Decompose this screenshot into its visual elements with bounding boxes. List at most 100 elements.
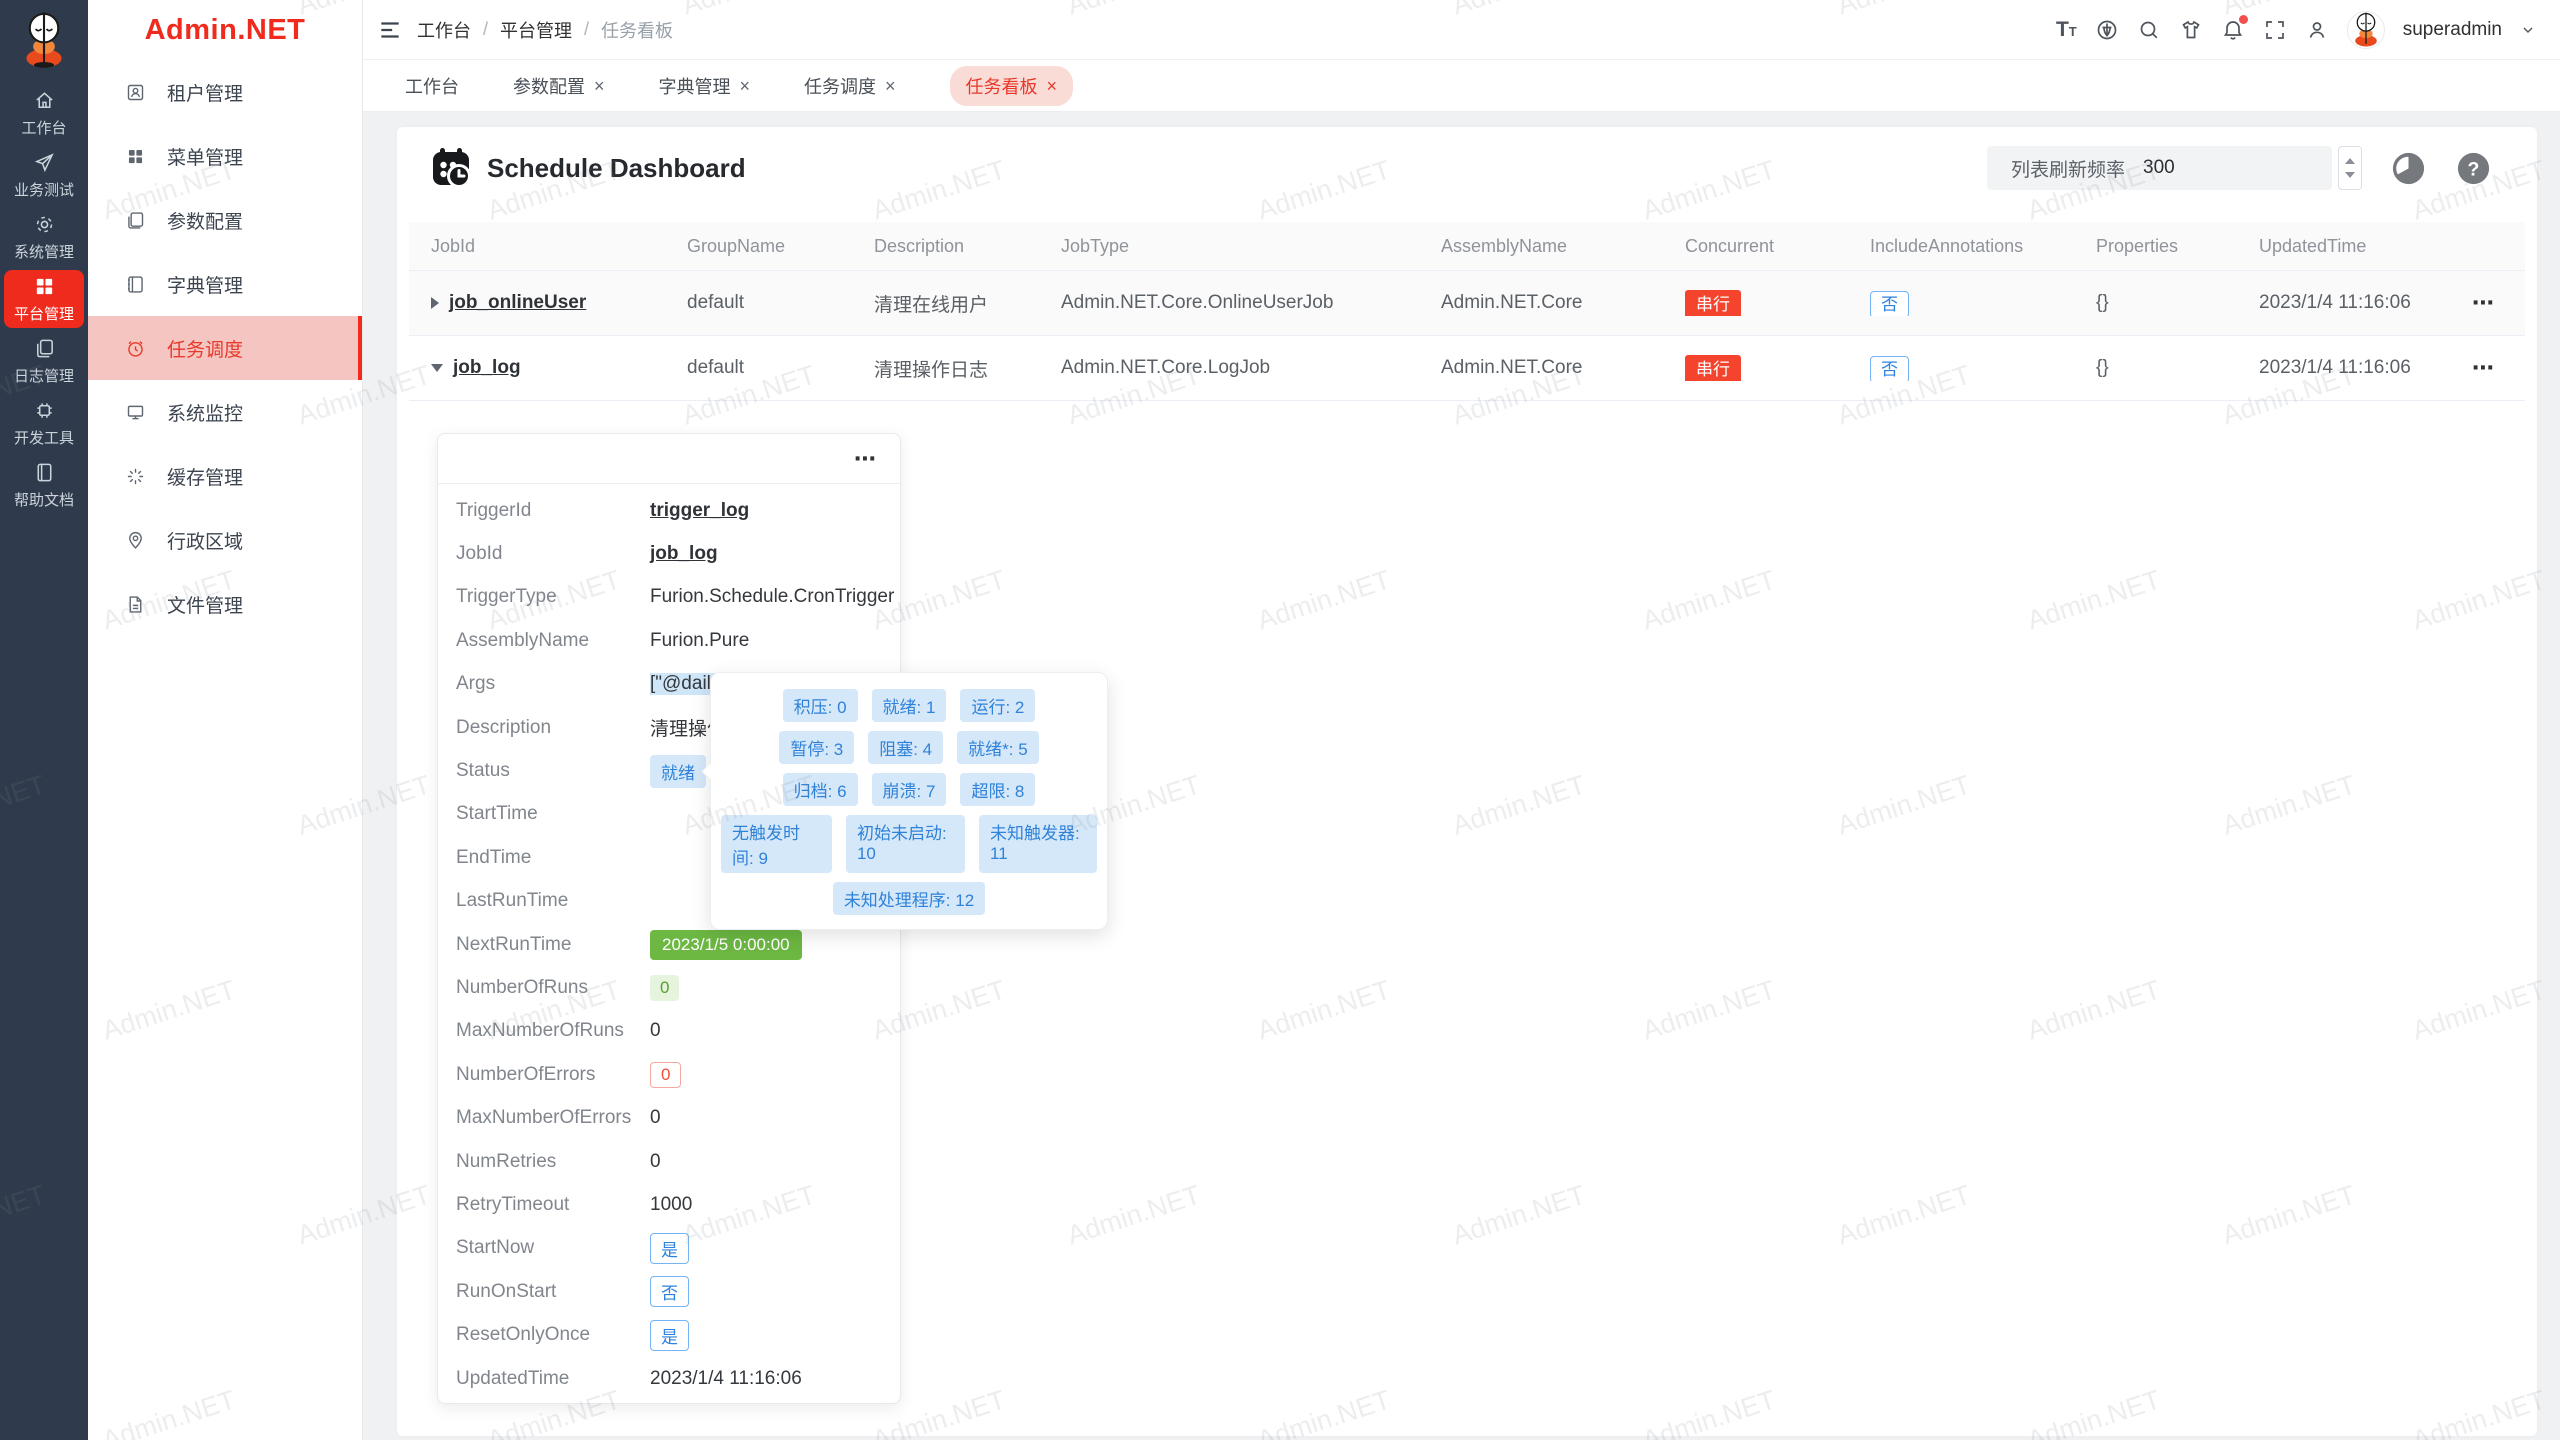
rail-item-label: 工作台 (21, 119, 67, 137)
row-actions-button[interactable]: ⋯ (2472, 290, 2496, 315)
fullscreen-icon[interactable] (2263, 18, 2287, 42)
status-legend-badge: 归档: 6 (782, 773, 858, 806)
tab-schedule-dashboard[interactable]: 任务看板 × (949, 65, 1074, 106)
file-icon (129, 595, 142, 613)
step-down-icon[interactable] (2345, 172, 2355, 178)
status-legend-badge: 积压: 0 (782, 689, 858, 722)
detail-value: 0 (650, 1107, 661, 1129)
app-logo-mascot[interactable] (18, 8, 70, 70)
rail-item-business-test[interactable]: 业务测试 (0, 144, 88, 206)
rail-item-platform-mgmt[interactable]: 平台管理 (4, 270, 84, 328)
sidebar-item-menu[interactable]: 菜单管理 (88, 124, 362, 188)
breadcrumb-separator: / (483, 19, 489, 39)
sidebar-item-cache[interactable]: 缓存管理 (88, 444, 362, 508)
column-header: Concurrent (1685, 235, 1775, 256)
job-link[interactable]: job_log (650, 543, 718, 565)
column-header: AssemblyName (1441, 235, 1568, 256)
refresh-timer-icon[interactable] (2390, 150, 2427, 187)
collapse-menu-icon[interactable] (377, 17, 403, 43)
next-run-time-badge: 2023/1/5 0:00:00 (650, 929, 802, 960)
topbar: 工作台 / 平台管理 / 任务看板 TT (363, 0, 2560, 60)
detail-value: 2023/1/4 11:16:06 (650, 1367, 802, 1389)
rail-item-workbench[interactable]: 工作台 (0, 82, 88, 144)
column-header: Description (874, 235, 965, 256)
table-row-job-log[interactable]: job_log default 清理操作日志 Admin.NET.Core.Lo… (409, 336, 2525, 401)
brand-title: Admin.NET (144, 13, 306, 46)
collapse-caret-icon[interactable] (431, 364, 443, 372)
row-actions-button[interactable]: ⋯ (2472, 355, 2496, 380)
breadcrumb-item[interactable]: 工作台 (417, 20, 471, 41)
language-icon[interactable] (2095, 18, 2119, 42)
book-icon (37, 463, 51, 481)
chevron-down-icon[interactable] (2520, 22, 2536, 38)
copy-icon (36, 339, 53, 357)
jobid-link[interactable]: job_log (453, 357, 521, 378)
sidebar-item-params[interactable]: 参数配置 (88, 188, 362, 252)
notification-dot (2238, 14, 2248, 24)
tab-schedule[interactable]: 任务调度 × (804, 73, 896, 99)
step-up-icon[interactable] (2345, 158, 2355, 164)
sidebar-item-region[interactable]: 行政区域 (88, 508, 362, 572)
column-header: Properties (2096, 235, 2179, 256)
sidebar-item-label: 行政区域 (167, 531, 244, 553)
close-icon[interactable]: × (594, 75, 605, 96)
gear-icon (36, 216, 52, 232)
svg-text:?: ? (2468, 158, 2480, 180)
detail-label: NumRetries (456, 1150, 557, 1172)
status-legend-badge: 阻塞: 4 (868, 731, 944, 764)
close-icon[interactable]: × (739, 75, 751, 96)
sidebar-item-tenant[interactable]: 租户管理 (88, 60, 362, 124)
cell-description: 清理在线用户 (874, 294, 989, 316)
refresh-rate-value[interactable]: 300 (2143, 157, 2175, 178)
panel-actions-button[interactable]: ⋯ (854, 445, 878, 471)
table-row-job-onlineuser[interactable]: job_onlineUser default 清理在线用户 Admin.NET.… (409, 271, 2525, 336)
sidebar-item-schedule[interactable]: 任务调度 (88, 316, 362, 380)
column-header: GroupName (687, 235, 786, 256)
jobid-link[interactable]: job_onlineUser (449, 292, 587, 313)
include-annotations-badge: 否 (1870, 356, 1909, 381)
column-header: UpdatedTime (2259, 235, 2367, 256)
rail-item-label: 业务测试 (13, 181, 74, 199)
rail-item-label: 帮助文档 (13, 491, 74, 509)
font-size-icon[interactable]: TT (2055, 18, 2077, 41)
avatar[interactable] (2346, 10, 2385, 49)
detail-label: LastRunTime (456, 890, 569, 912)
sidebar-item-file[interactable]: 文件管理 (88, 572, 362, 636)
refresh-rate-input[interactable]: 列表刷新频率 300 (1987, 146, 2332, 190)
tenant-icon (127, 84, 144, 100)
status-legend-badge: 运行: 2 (960, 689, 1036, 722)
page-title: Schedule Dashboard (487, 152, 746, 183)
close-icon[interactable]: × (885, 75, 896, 96)
breadcrumb-item[interactable]: 平台管理 (500, 20, 573, 41)
help-icon[interactable]: ? (2455, 150, 2492, 187)
theme-icon[interactable] (2179, 18, 2203, 42)
close-icon[interactable]: × (1046, 75, 1058, 96)
rail-item-system-mgmt[interactable]: 系统管理 (0, 206, 88, 268)
search-icon[interactable] (2137, 18, 2161, 42)
notification-bell-icon[interactable] (2221, 14, 2248, 42)
refresh-rate-stepper (2338, 146, 2362, 190)
tab-params[interactable]: 参数配置 × (513, 73, 605, 99)
tab-dictionary[interactable]: 字典管理 × (659, 73, 751, 99)
rail-item-dev-tools[interactable]: 开发工具 (0, 392, 88, 454)
rail-item-log-mgmt[interactable]: 日志管理 (0, 330, 88, 392)
sidebar-item-dictionary[interactable]: 字典管理 (88, 252, 362, 316)
status-legend-tooltip: 积压: 0 就绪: 1 运行: 2 暂停: 3 阻塞: 4 就绪*: 5 归档:… (701, 672, 1108, 930)
detail-label: EndTime (456, 846, 532, 868)
table-header-row: JobId GroupName Description JobType Asse… (409, 222, 2525, 271)
breadcrumb: 工作台 / 平台管理 / 任务看板 (417, 17, 673, 43)
expand-caret-icon[interactable] (431, 297, 439, 309)
username[interactable]: superadmin (2402, 18, 2502, 40)
trigger-link[interactable]: trigger_log (650, 499, 750, 521)
sidebar-item-label: 字典管理 (167, 275, 244, 297)
detail-label: UpdatedTime (456, 1367, 570, 1389)
user-icon[interactable] (2305, 18, 2329, 42)
rail-item-help-docs[interactable]: 帮助文档 (0, 454, 88, 516)
mascot-icon (2354, 12, 2377, 46)
send-icon (34, 152, 54, 172)
include-annotations-badge: 否 (1870, 291, 1909, 316)
tab-workbench[interactable]: 工作台 (405, 73, 459, 99)
sidebar-item-monitor[interactable]: 系统监控 (88, 380, 362, 444)
rail-item-label: 系统管理 (13, 243, 74, 261)
status-legend-badge: 超限: 8 (960, 773, 1036, 806)
